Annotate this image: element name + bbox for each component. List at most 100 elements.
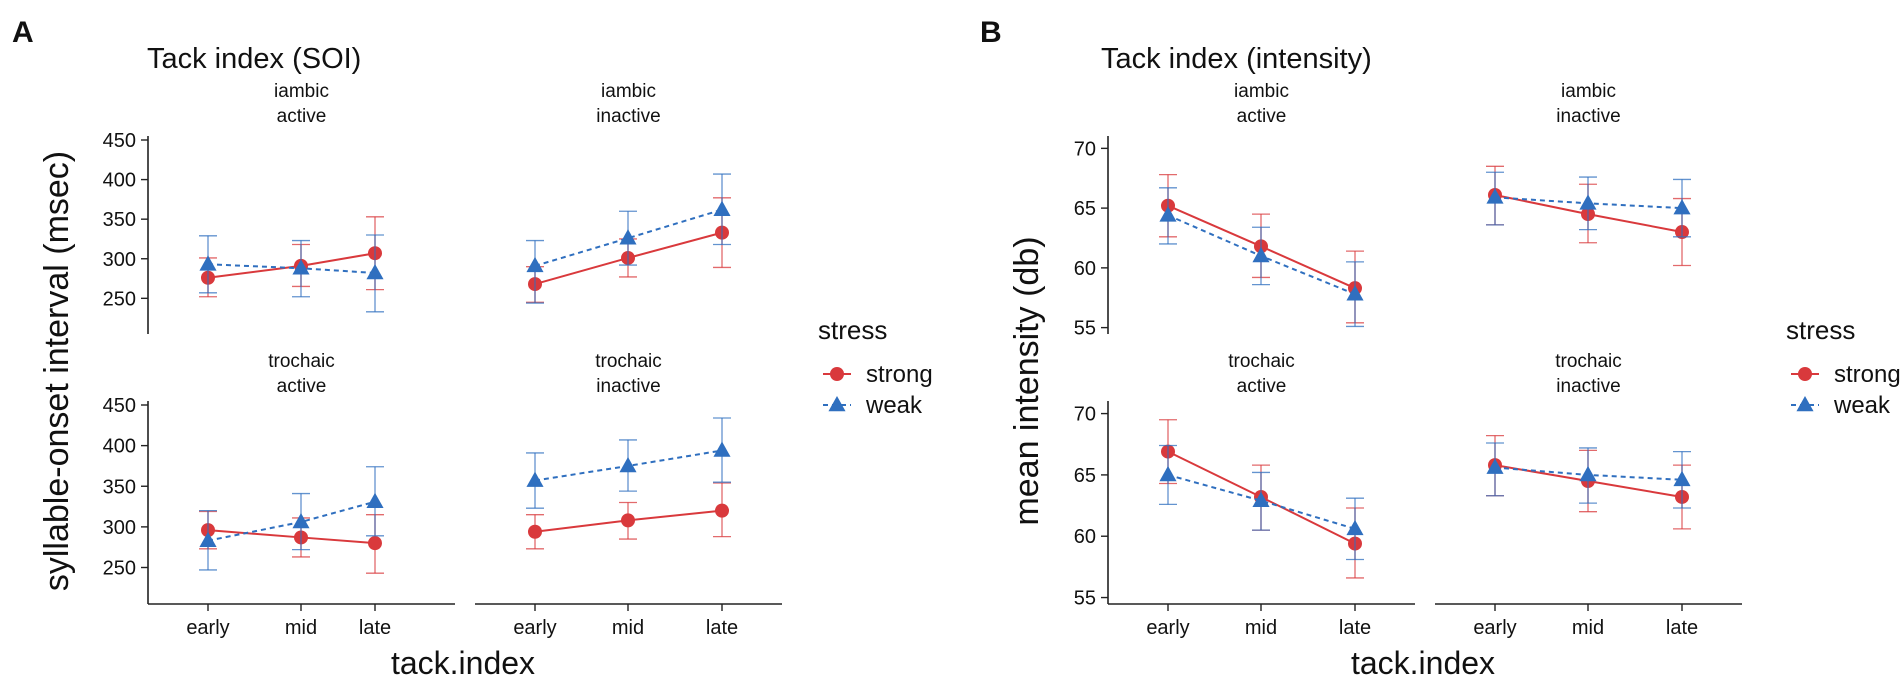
chartb-facet4-x-tick-label: late <box>1666 617 1698 639</box>
charta-facet1-weak-point <box>292 259 310 275</box>
chartb-facet4-x-tick-label: early <box>1473 617 1516 639</box>
chartb-facet1-y-tick-label: 65 <box>1074 198 1096 220</box>
chartb-facet2-strip-label: iambic <box>1561 81 1616 102</box>
chartb-facet3-y-tick-label: 65 <box>1074 465 1096 487</box>
chartb-facet1-strip-label: iambic <box>1234 81 1289 102</box>
chartb-facet1-weak-point <box>1159 206 1177 222</box>
chartb-facet2-weak-point <box>1579 194 1597 210</box>
chartb-facet1-y-tick-label: 60 <box>1074 258 1096 280</box>
charta-facet3-y-tick-label: 250 <box>103 558 136 580</box>
charta-facet4-strip-label: inactive <box>596 376 660 397</box>
chartb-facet3-strip-label: trochaic <box>1228 351 1295 372</box>
charta-facet2-strip-label: inactive <box>596 106 660 127</box>
chartb-facet4-weak-point <box>1579 465 1597 482</box>
chartb-facet2-weak-point <box>1673 199 1691 215</box>
charta-facet3-y-tick-label: 350 <box>103 476 136 498</box>
charta-facet2-weak-line <box>534 208 723 267</box>
charta-facet1-weak-point <box>366 264 384 280</box>
chartb-facet4-weak-point <box>1673 470 1691 487</box>
legend-a-weak-marker <box>828 396 846 412</box>
charta-facet1-y-tick-label: 250 <box>103 288 136 310</box>
chart-b-ylabel: mean intensity (db) <box>1008 236 1046 525</box>
legend-b-strong-marker <box>1798 367 1812 381</box>
charta-facet3-y-tick-label: 400 <box>103 436 136 458</box>
chartb-facet1-weak-point <box>1346 285 1364 301</box>
charta-facet2-weak-point <box>619 229 637 245</box>
charta-facet1-y-tick-label: 400 <box>103 170 136 192</box>
chartb-facet3-weak-point <box>1252 491 1270 507</box>
charta-facet4-x-tick-label: mid <box>612 617 644 639</box>
panel-label-b: B <box>980 16 1002 49</box>
chartb-facet3-y-tick-label: 70 <box>1074 404 1096 426</box>
legend-b-weak-label: weak <box>1833 392 1891 419</box>
charta-facet1-y-tick-label: 300 <box>103 249 136 271</box>
chartb-facet3-y-tick-label: 55 <box>1074 588 1096 610</box>
charta-facet3-x-tick-label: mid <box>285 617 317 639</box>
charta-facet1-weak-line <box>207 263 376 274</box>
legend-b-strong-label: strong <box>1834 361 1901 388</box>
charta-facet3-strong-line <box>207 529 376 545</box>
charta-facet4-x-tick-label: late <box>706 617 738 639</box>
charta-facet4-weak-point <box>526 471 544 487</box>
charta-facet3-x-tick-label: late <box>359 617 391 639</box>
charta-facet4-strong-point <box>715 503 729 518</box>
legend-a-weak-label: weak <box>865 392 923 419</box>
charta-facet3-weak-point <box>292 513 310 529</box>
charta-facet4-x-tick-label: early <box>513 617 556 639</box>
charta-facet4-weak-point <box>713 441 731 457</box>
chartb-facet3-x-tick-label: early <box>1146 617 1189 639</box>
charta-facet2-weak-point <box>713 200 731 216</box>
charta-facet3-weak-line <box>207 500 376 542</box>
chart-b-title: Tack index (intensity) <box>1101 43 1372 75</box>
charta-facet2-strip-label: iambic <box>601 81 656 102</box>
chartb-facet3-strip-label: active <box>1237 376 1287 397</box>
chart-b-xlabel: tack.index <box>1351 645 1495 681</box>
chart-a-title: Tack index (SOI) <box>147 43 361 75</box>
chartb-facet4-weak-point <box>1486 458 1504 474</box>
charta-facet1-y-tick-label: 350 <box>103 209 136 231</box>
chartb-facet3-y-tick-label: 60 <box>1074 526 1096 548</box>
charta-facet3-strong-point <box>368 536 382 551</box>
chartb-facet3-weak-point <box>1159 465 1177 482</box>
charta-facet1-strip-label: active <box>277 106 327 127</box>
chartb-facet4-strip-label: trochaic <box>1555 351 1622 372</box>
chart-a-xlabel: tack.index <box>391 645 535 681</box>
charta-facet4-weak-point <box>619 456 637 473</box>
charta-facet3-strip-label: active <box>277 376 327 397</box>
legend-a-strong-label: strong <box>866 361 933 388</box>
charta-facet3-weak-point <box>366 492 384 508</box>
chartb-facet3-weak-point <box>1346 519 1364 536</box>
chartb-facet4-strip-label: inactive <box>1556 376 1620 397</box>
charta-facet3-y-tick-label: 300 <box>103 517 136 539</box>
chartb-facet1-weak-point <box>1252 246 1270 263</box>
charta-facet4-strip-label: trochaic <box>595 351 662 372</box>
charta-facet1-y-tick-label: 450 <box>103 130 136 152</box>
charta-facet3-strip-label: trochaic <box>268 351 335 372</box>
charta-facet3-y-tick-label: 450 <box>103 395 136 417</box>
charta-facet1-strong-line <box>207 252 376 279</box>
legend-a-strong-marker <box>830 367 844 381</box>
chartb-facet2-strip-label: inactive <box>1556 106 1620 127</box>
charta-facet1-strip-label: iambic <box>274 81 329 102</box>
legend-b-weak-marker <box>1796 396 1814 412</box>
charta-facet4-strong-point <box>528 524 542 539</box>
chartb-facet1-y-tick-label: 70 <box>1074 138 1096 160</box>
chartb-facet4-x-tick-label: mid <box>1572 617 1604 639</box>
chart-a-ylabel: syllable-onset interval (msec) <box>38 151 76 591</box>
panel-label-a: A <box>12 16 34 49</box>
charta-facet4-strong-point <box>621 513 635 528</box>
charta-facet3-x-tick-label: early <box>186 617 229 639</box>
charta-facet1-weak-point <box>199 255 217 271</box>
chart-marks: iambic active 250 300 350 400 450 iambic inactiv… <box>103 81 1819 639</box>
chartb-facet1-strip-label: active <box>1237 106 1287 127</box>
legend-b-title: stress <box>1786 315 1855 345</box>
chartb-facet2-weak-point <box>1486 188 1504 204</box>
charta-facet2-weak-point <box>526 256 544 273</box>
charta-facet3-weak-point <box>199 531 217 547</box>
legend-a-title: stress <box>818 315 887 345</box>
chartb-facet3-x-tick-label: late <box>1339 617 1371 639</box>
chartb-facet3-x-tick-label: mid <box>1245 617 1277 639</box>
chartb-facet1-y-tick-label: 55 <box>1074 318 1096 340</box>
